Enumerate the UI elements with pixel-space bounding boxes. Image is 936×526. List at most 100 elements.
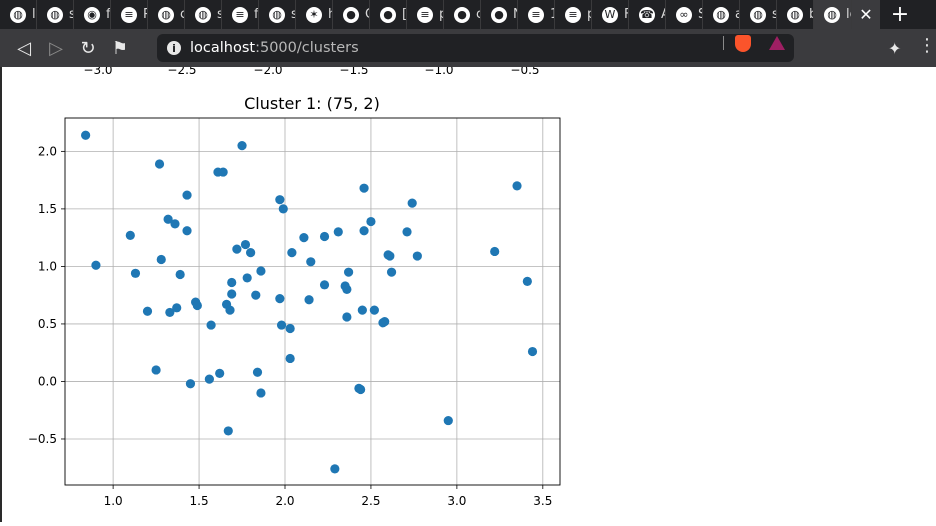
bookmark-icon[interactable]: ⚑ xyxy=(111,37,129,59)
data-point xyxy=(380,317,390,327)
data-point xyxy=(252,367,263,377)
data-point xyxy=(170,219,180,229)
browser-tab[interactable]: ◍s xyxy=(185,0,222,29)
github-icon: ● xyxy=(454,6,470,23)
data-point xyxy=(256,266,266,276)
data-point xyxy=(306,257,316,267)
y-tick-label: 1.0 xyxy=(38,259,57,273)
close-tab-icon[interactable]: ✕ xyxy=(852,0,880,29)
brave-rewards-icon[interactable] xyxy=(769,36,785,50)
site-info-icon[interactable]: i xyxy=(167,41,181,55)
tab-title: lo xyxy=(32,7,36,22)
tab-title: s xyxy=(217,7,221,22)
github-icon: ● xyxy=(491,6,507,23)
prev-x-tick-label: −1.5 xyxy=(339,67,368,77)
w-icon: W xyxy=(602,6,618,23)
data-point xyxy=(357,305,367,315)
plot-frame xyxy=(64,117,561,486)
reload-icon[interactable]: ↻ xyxy=(80,37,96,59)
tab-title: N xyxy=(513,7,517,22)
tab-title: b xyxy=(809,7,813,22)
data-point xyxy=(490,246,500,257)
browser-tab[interactable]: ≡P xyxy=(111,0,148,29)
data-point xyxy=(227,289,237,299)
y-tick-label: 1.5 xyxy=(38,202,57,216)
stackoverflow-icon: ≡ xyxy=(565,6,581,23)
data-point xyxy=(225,305,235,315)
data-point xyxy=(223,426,233,436)
data-point xyxy=(285,323,295,334)
data-point xyxy=(342,312,352,322)
forward-icon[interactable]: ▷ xyxy=(49,37,63,59)
browser-tab[interactable]: ◍b xyxy=(777,0,814,29)
tab-title: F xyxy=(624,7,628,22)
browser-tab[interactable]: ◉ fi xyxy=(74,0,111,29)
data-point xyxy=(287,248,297,258)
browser-tab[interactable]: ≡1 xyxy=(518,0,555,29)
data-point xyxy=(299,233,309,243)
browser-tab[interactable]: ∞S xyxy=(666,0,703,29)
data-point xyxy=(246,248,256,258)
browser-tab[interactable]: WF xyxy=(592,0,629,29)
data-point xyxy=(91,260,101,270)
data-point xyxy=(285,353,295,364)
y-tick-label: 0.5 xyxy=(38,317,57,331)
data-point xyxy=(175,269,185,280)
x-tick-label: 2.0 xyxy=(275,494,294,508)
data-point xyxy=(319,280,330,290)
browser-tab[interactable]: ●C xyxy=(333,0,370,29)
url-host: localhost xyxy=(190,40,256,56)
x-tick-label: 1.0 xyxy=(104,494,123,508)
globe-icon: ◍ xyxy=(10,6,26,23)
browser-tab[interactable]: ◍s xyxy=(259,0,296,29)
brave-shields-icon[interactable] xyxy=(735,35,751,52)
extensions-icon[interactable]: ✦ xyxy=(888,39,902,58)
globe-icon: ◍ xyxy=(158,6,174,23)
data-point xyxy=(154,159,165,169)
url-text[interactable]: localhost:5000/clusters xyxy=(190,40,359,56)
globe-icon: ◍ xyxy=(47,6,63,23)
browser-tab[interactable]: ◍ lo xyxy=(0,0,37,29)
browser-tab[interactable]: ≡p xyxy=(555,0,592,29)
browser-tab[interactable]: ●[ xyxy=(370,0,407,29)
browser-tab[interactable]: ☎A xyxy=(629,0,666,29)
data-point xyxy=(172,303,182,313)
menu-icon[interactable]: ⋮ xyxy=(918,35,936,56)
data-point xyxy=(407,198,417,208)
data-point xyxy=(227,277,237,288)
browser-tab[interactable]: ≡p xyxy=(407,0,444,29)
data-point xyxy=(204,374,214,384)
plotly-icon: ✶ xyxy=(306,6,322,23)
browser-tab[interactable]: ◍a xyxy=(703,0,740,29)
browser-tab[interactable]: ✶h xyxy=(296,0,333,29)
browser-tab[interactable]: ≡ fi xyxy=(222,0,259,29)
data-point xyxy=(151,365,161,375)
data-point xyxy=(386,267,397,277)
back-icon[interactable]: ◁ xyxy=(17,37,31,59)
prev-x-tick-label: −1.0 xyxy=(424,67,453,77)
tab-title: s xyxy=(69,7,73,22)
data-point xyxy=(240,239,251,250)
page-content: −3.0 −2.5 −2.0 −1.5 −1.0 −0.5 Cluster 1: (75,… xyxy=(0,63,936,522)
y-tick-label: 0.0 xyxy=(38,374,57,388)
browser-tab[interactable]: ●N xyxy=(481,0,518,29)
tab-title: 1 xyxy=(550,7,554,22)
address-bar[interactable]: i localhost:5000/clusters xyxy=(157,34,794,62)
new-tab-button[interactable]: + xyxy=(890,2,910,27)
browser-tab[interactable]: ◍ lo xyxy=(814,0,852,29)
data-point xyxy=(385,251,395,261)
data-point xyxy=(215,368,225,379)
browser-tab[interactable]: ◍s xyxy=(740,0,777,29)
page-canvas: −3.0 −2.5 −2.0 −1.5 −1.0 −0.5 Cluster 1: (75,… xyxy=(28,63,561,508)
data-point xyxy=(402,227,412,237)
browser-tab[interactable]: ◍c xyxy=(148,0,185,29)
browser-tab[interactable]: ●c xyxy=(444,0,481,29)
data-point xyxy=(275,294,285,304)
data-point xyxy=(242,273,252,283)
tab-title: S xyxy=(698,7,702,22)
phone-icon: ☎ xyxy=(639,6,655,23)
data-point xyxy=(330,464,340,474)
tab-title: [ xyxy=(402,7,407,22)
data-point xyxy=(443,415,453,426)
browser-tab[interactable]: ◍s xyxy=(37,0,74,29)
